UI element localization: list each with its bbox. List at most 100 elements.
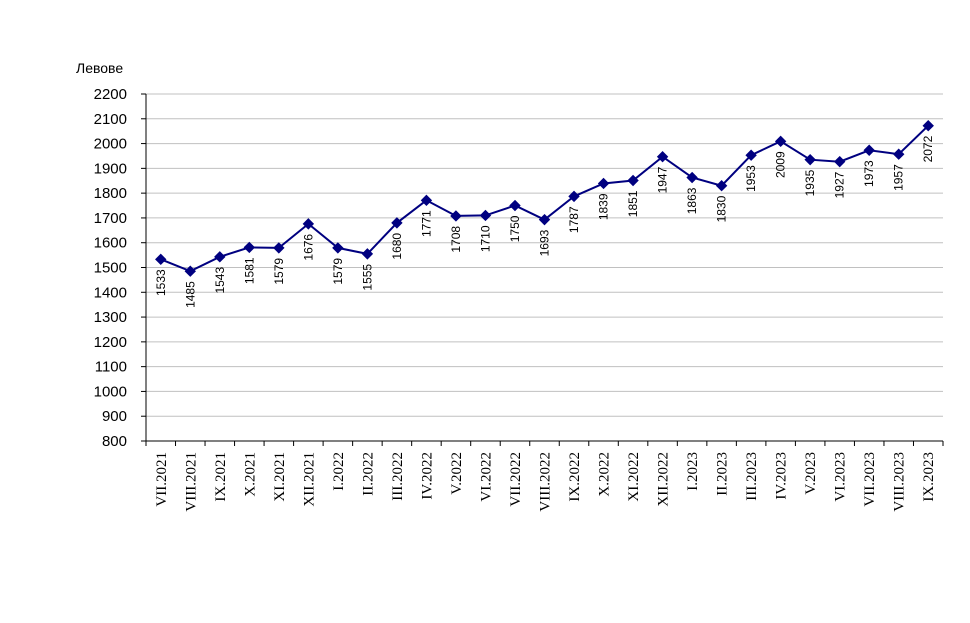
- data-point-marker: [656, 151, 669, 163]
- x-tick-label: V.2023: [803, 452, 819, 495]
- data-point-marker: [538, 213, 551, 226]
- data-label: 1680: [390, 233, 404, 260]
- data-point-marker: [155, 253, 167, 266]
- data-label: 1947: [656, 166, 670, 193]
- gridlines: [141, 93, 943, 442]
- data-point-marker: [332, 242, 344, 254]
- data-point-marker: [184, 265, 196, 277]
- data-point-marker: [450, 210, 462, 222]
- y-axis-label: Левове: [76, 60, 123, 76]
- x-tick-label: IX.2022: [567, 452, 583, 502]
- data-label: 1543: [213, 267, 227, 294]
- data-label: 1579: [331, 258, 345, 285]
- data-point-marker: [715, 180, 728, 192]
- data-point-marker: [391, 217, 403, 229]
- data-label: 1863: [685, 187, 699, 214]
- x-tick-label: VII.2023: [862, 452, 878, 507]
- data-point-marker: [302, 218, 315, 230]
- y-tick-label: 1000: [94, 383, 127, 400]
- data-label: 1957: [892, 164, 906, 191]
- y-tick-label: 2000: [94, 136, 127, 153]
- y-tick-label: 1300: [94, 309, 127, 326]
- x-tick-label: VII.2021: [154, 452, 170, 507]
- x-tick-label: XI.2022: [626, 452, 642, 502]
- data-point-marker: [893, 148, 905, 160]
- y-tick-label: 1200: [94, 334, 127, 351]
- x-tick-labels: VII.2021 VIII.2021 IX.2021 X.2021 XI.2021 XII…: [154, 452, 937, 512]
- x-tick-label: II.2022: [360, 452, 376, 496]
- y-tick-label: 1100: [95, 359, 127, 376]
- data-point-marker: [568, 190, 580, 203]
- data-label: 1579: [272, 258, 286, 285]
- data-label: 2072: [921, 135, 935, 162]
- data-label: 1830: [715, 195, 729, 222]
- y-tick-label: 1900: [94, 160, 127, 177]
- data-point-marker: [804, 153, 816, 166]
- x-tick-label: X.2021: [242, 452, 258, 497]
- data-label: 1851: [626, 190, 640, 217]
- data-label: 1935: [803, 169, 817, 196]
- x-tick-label: XII.2022: [656, 452, 672, 507]
- data-label: 1927: [833, 171, 847, 198]
- data-label: 2009: [774, 151, 788, 178]
- x-tick-label: I.2023: [685, 452, 701, 491]
- y-tick-label: 1400: [94, 284, 127, 301]
- data-point-marker: [686, 171, 698, 184]
- data-point-marker: [774, 135, 787, 148]
- data-point-marker: [273, 242, 285, 254]
- y-tick-label: 1500: [94, 260, 127, 277]
- data-point-marker: [420, 194, 433, 207]
- data-label: 1787: [567, 206, 581, 233]
- x-tick-label: III.2023: [744, 452, 760, 501]
- y-tick-label: 1700: [94, 210, 127, 227]
- data-label: 1555: [360, 264, 374, 291]
- data-point-marker: [922, 120, 934, 132]
- data-label: 1953: [744, 165, 758, 192]
- y-tick-label: 1600: [94, 235, 127, 252]
- y-tick-label: 2100: [94, 111, 127, 128]
- data-point-marker: [479, 209, 492, 222]
- data-label: 1750: [508, 215, 522, 242]
- x-tick-label: IX.2023: [921, 452, 937, 502]
- data-point-marker: [243, 241, 256, 254]
- data-point-marker: [863, 144, 875, 156]
- data-point-marker: [745, 149, 757, 161]
- data-label: 1710: [478, 225, 492, 252]
- x-tick-label: I.2022: [331, 452, 347, 491]
- data-point-marker: [361, 248, 374, 260]
- data-label: 1708: [449, 226, 463, 253]
- data-labels: 1533 1485 1543 1581 1579 1676 1579 1555 1680 1771…: [154, 135, 935, 308]
- x-tick-label: XII.2021: [301, 452, 317, 507]
- data-point-marker: [627, 174, 639, 187]
- data-point-marker: [833, 155, 846, 168]
- data-label: 1839: [597, 193, 611, 220]
- x-tick-label: VIII.2022: [538, 452, 554, 512]
- data-point-marker: [597, 177, 610, 190]
- x-tick-label: X.2022: [597, 452, 613, 497]
- data-label: 1676: [301, 234, 315, 261]
- x-tick-label: VI.2023: [833, 452, 849, 502]
- x-tick-label: IV.2022: [419, 452, 435, 500]
- y-tick-labels: 800 900 1000 1100 1200 1300 1400 1500 1600 1700 18…: [94, 86, 127, 450]
- x-tick-label: IV.2023: [774, 452, 790, 500]
- data-label: 1581: [242, 257, 256, 284]
- data-label: 1693: [538, 229, 552, 256]
- x-tick-label: VII.2022: [508, 452, 524, 507]
- data-label: 1485: [183, 281, 197, 308]
- x-tick-label: III.2022: [390, 452, 406, 501]
- axes: [145, 94, 944, 446]
- x-tick-label: V.2022: [449, 452, 465, 495]
- x-tick-label: II.2023: [715, 452, 731, 496]
- x-tick-label: VI.2022: [478, 452, 494, 502]
- y-tick-label: 800: [102, 433, 127, 450]
- data-point-marker: [214, 251, 226, 263]
- y-tick-label: 1800: [94, 185, 127, 202]
- y-tick-label: 900: [102, 408, 127, 425]
- data-label: 1771: [419, 210, 433, 237]
- y-tick-label: 2200: [94, 86, 127, 103]
- data-label: 1973: [862, 160, 876, 187]
- data-label: 1533: [154, 269, 168, 296]
- x-tick-label: VIII.2021: [183, 452, 199, 512]
- data-point-marker: [509, 199, 521, 212]
